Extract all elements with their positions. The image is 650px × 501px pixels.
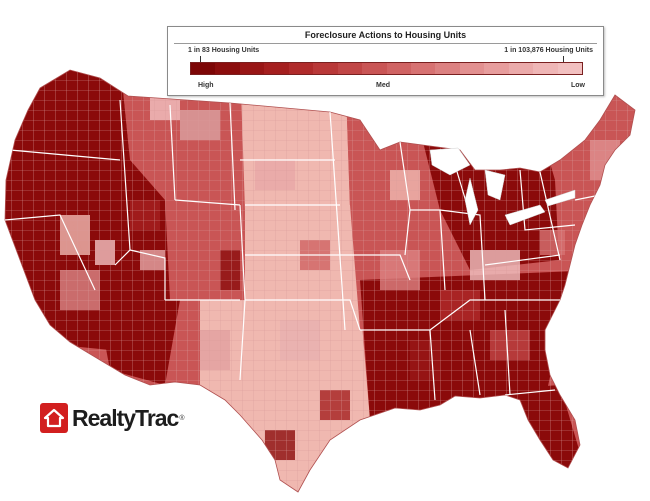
legend-swatch xyxy=(288,63,314,74)
house-icon xyxy=(40,403,68,433)
legend-swatch xyxy=(362,63,387,74)
logo-registered-mark: ® xyxy=(179,414,185,422)
legend-min-label: 1 in 103,876 Housing Units xyxy=(504,47,593,54)
legend-swatch xyxy=(313,63,338,74)
legend-low-label: Low xyxy=(571,82,585,89)
map-legend: Foreclosure Actions to Housing Units 1 i… xyxy=(167,26,604,96)
legend-color-scale xyxy=(190,62,583,75)
legend-swatch xyxy=(191,63,216,74)
legend-swatch xyxy=(337,63,363,74)
legend-swatch xyxy=(459,63,485,74)
legend-swatch xyxy=(557,63,582,74)
legend-swatch xyxy=(215,63,240,74)
realtytrac-logo: RealtyTrac ® xyxy=(40,400,190,436)
logo-text: RealtyTrac xyxy=(72,404,179,431)
legend-swatch xyxy=(264,63,289,74)
legend-swatch xyxy=(484,63,509,74)
legend-divider xyxy=(174,43,597,44)
legend-high-label: High xyxy=(198,82,214,89)
legend-swatch xyxy=(533,63,558,74)
county-patch xyxy=(600,250,635,280)
legend-swatch xyxy=(508,63,534,74)
legend-max-tick xyxy=(200,56,201,63)
legend-swatch xyxy=(386,63,411,74)
legend-swatch xyxy=(435,63,460,74)
legend-med-label: Med xyxy=(376,82,390,89)
legend-swatch xyxy=(410,63,436,74)
legend-title: Foreclosure Actions to Housing Units xyxy=(304,30,467,40)
legend-swatch xyxy=(239,63,265,74)
legend-max-label: 1 in 83 Housing Units xyxy=(188,47,260,54)
legend-min-tick xyxy=(563,56,564,63)
